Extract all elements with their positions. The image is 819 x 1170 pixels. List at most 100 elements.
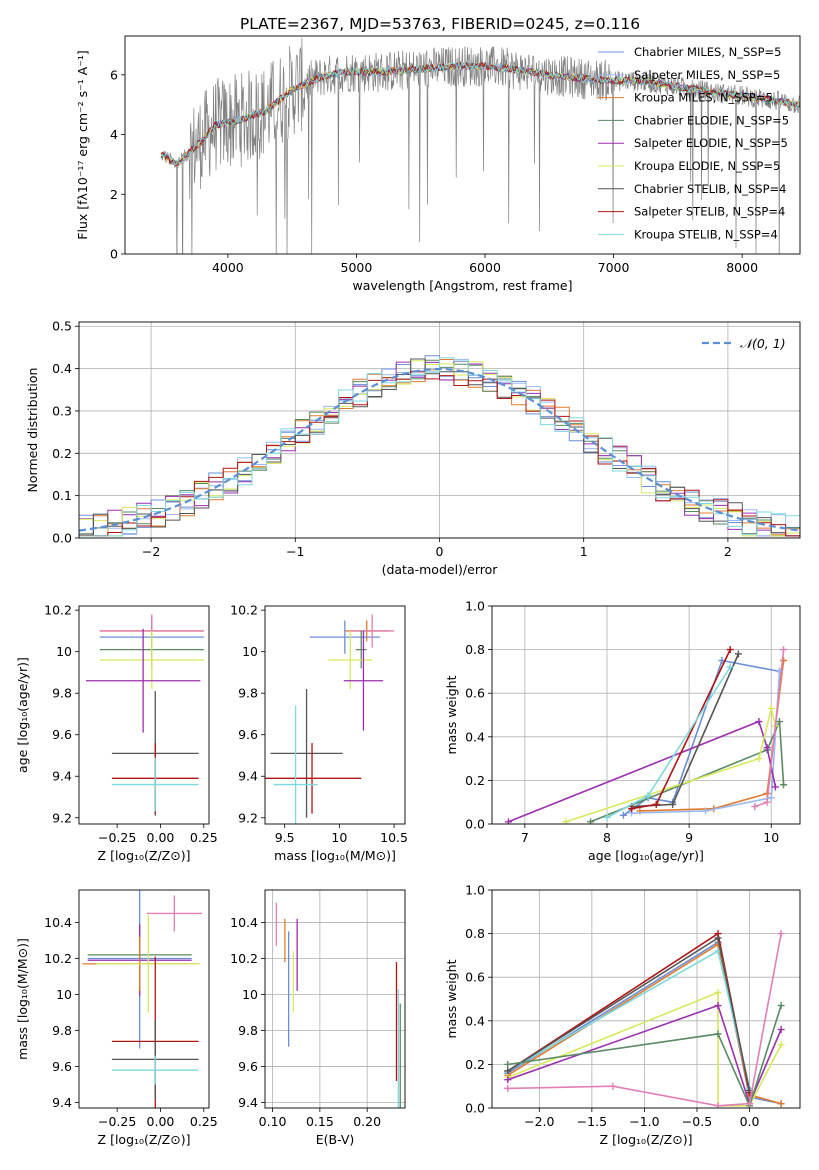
y-axis-label: mass weight <box>444 675 459 754</box>
legend-entry: 𝒩(0, 1) <box>740 336 786 351</box>
y-tick-label: 9.4 <box>238 1095 258 1110</box>
figure-title: PLATE=2367, MJD=53763, FIBERID=0245, z=0… <box>240 15 640 33</box>
series-point <box>777 930 785 938</box>
x-axis-label: age [log₁₀(age/yr)] <box>588 848 704 863</box>
y-tick-label: 0.8 <box>465 642 485 657</box>
x-tick-label: 0.0 <box>740 1114 760 1129</box>
y-tick-label: 9.2 <box>52 810 72 825</box>
y-tick-label: 10 <box>242 644 258 659</box>
y-tick-label: 10.2 <box>44 603 72 618</box>
series-point <box>777 1026 785 1034</box>
series-point <box>763 798 771 806</box>
x-axis-label: wavelength [Angstrom, rest frame] <box>352 278 572 293</box>
series-point <box>767 794 775 802</box>
x-tick-label: −1.5 <box>577 1114 607 1129</box>
chart-panel-spectrum: 4000 5000 6000 7000 8000 0 2 4 6 wavelength [Angs… <box>75 35 801 293</box>
series-point <box>726 663 734 671</box>
plot-area <box>160 37 800 254</box>
x-tick-label: 0.10 <box>259 1114 287 1129</box>
y-axis-label: mass [log₁₀(M/M⊙)] <box>15 938 30 1060</box>
series-point <box>587 818 595 824</box>
y-axis-label: Flux [fλ10⁻¹⁷ erg cm⁻² s⁻¹ A⁻¹] <box>75 50 90 239</box>
series-point <box>777 1041 785 1049</box>
grid-lines <box>265 890 405 1108</box>
y-tick-label: 0.5 <box>52 319 72 334</box>
x-tick-label: 7 <box>521 830 529 845</box>
series-point <box>777 1002 785 1010</box>
y-axis-label: mass weight <box>444 959 459 1038</box>
series-point <box>628 805 636 813</box>
series-point <box>609 1082 617 1090</box>
x-tick-label: 7000 <box>598 260 630 275</box>
x-tick-label: 9.5 <box>275 830 295 845</box>
y-tick-label: 9.8 <box>238 1023 258 1038</box>
axes-frame <box>124 35 801 255</box>
series-line <box>507 949 751 1089</box>
y-tick-label: 2 <box>110 187 118 202</box>
grid-lines <box>492 889 800 1109</box>
x-tick-label: −0.25 <box>98 1114 136 1129</box>
series-point <box>562 818 570 824</box>
legend-entry: Kroupa MILES, N_SSP=5 <box>634 91 773 105</box>
x-tick-label: 10.5 <box>380 830 408 845</box>
chart-panel-age-vs-mass: 9.5 10 10.5 9.2 9.4 9.6 9.8 10 10.2 mass [log₁₀(M… <box>230 603 408 863</box>
x-tick-label: 0.20 <box>353 1114 381 1129</box>
axes-frame <box>78 605 210 825</box>
x-tick-label: 0 <box>436 544 444 559</box>
x-tick-label: 9 <box>685 830 693 845</box>
plot-area <box>82 890 203 1108</box>
y-tick-label: 10 <box>56 987 72 1002</box>
axes-frame <box>264 605 406 825</box>
chart-panel-mass-weight-vs-age: 7 8 9 10 0.0 0.2 0.4 0.6 0.8 1.0 age [log₁₀(age/yr… <box>444 599 801 863</box>
y-tick-label: 0 <box>110 247 118 262</box>
series-point <box>746 1100 754 1108</box>
series-point <box>763 744 771 752</box>
x-tick-label: 0.00 <box>147 830 175 845</box>
series-point <box>780 646 788 654</box>
series-point <box>751 803 759 811</box>
series-point <box>755 718 763 726</box>
series-point <box>777 1100 785 1108</box>
legend-entry: Salpeter MILES, N_SSP=5 <box>634 68 780 82</box>
histogram-kroupa_stelib <box>79 357 800 537</box>
y-tick-label: 9.6 <box>238 727 258 742</box>
y-tick-label: 1.0 <box>465 883 485 898</box>
series-line <box>507 1004 782 1106</box>
series-point <box>714 1002 722 1010</box>
x-tick-label: 8000 <box>726 260 758 275</box>
x-axis-label: Z [log₁₀(Z/Z⊙)] <box>98 1132 191 1147</box>
x-tick-label: −0.5 <box>682 1114 712 1129</box>
y-tick-label: 0.4 <box>52 361 72 376</box>
x-axis-label: (data-model)/error <box>382 562 499 577</box>
x-axis-label: Z [log₁₀(Z/Z⊙)] <box>98 848 191 863</box>
series-point <box>714 1102 722 1108</box>
y-tick-label: 0.6 <box>465 970 485 985</box>
series-line <box>507 1005 782 1108</box>
y-axis-label: Normed distribution <box>25 368 40 493</box>
series-point <box>504 1076 512 1084</box>
legend-entry: Kroupa STELIB, N_SSP=4 <box>634 227 778 241</box>
x-tick-label: −1 <box>286 544 304 559</box>
y-tick-label: 0.1 <box>52 488 72 503</box>
series-point <box>714 988 722 996</box>
grid-lines <box>79 322 800 539</box>
series-point <box>504 818 512 824</box>
axes-frame <box>264 889 406 1109</box>
x-axis-label: E(B-V) <box>316 1132 355 1147</box>
chart-panel-mass-weight-vs-z: −2.0 −1.5 −1.0 −0.5 0.0 0.0 0.2 0.4 0.6 0.8 1.0 Z [… <box>444 883 801 1147</box>
y-tick-label: 0.0 <box>465 817 485 832</box>
y-tick-label: 0.6 <box>465 686 485 701</box>
axes-frame <box>491 605 801 825</box>
histogram-chabrier_stelib <box>79 358 800 537</box>
series-point <box>755 755 763 763</box>
series-point <box>619 811 627 819</box>
x-tick-label: 1 <box>580 544 588 559</box>
series-point <box>726 646 734 654</box>
y-tick-label: 4 <box>110 127 118 142</box>
legend-entry: Kroupa ELODIE, N_SSP=5 <box>634 159 780 173</box>
series-point <box>504 1084 512 1092</box>
series-line <box>639 660 785 812</box>
series-point <box>771 783 779 791</box>
y-tick-label: 10.4 <box>44 915 72 930</box>
y-tick-label: 10.2 <box>230 951 258 966</box>
